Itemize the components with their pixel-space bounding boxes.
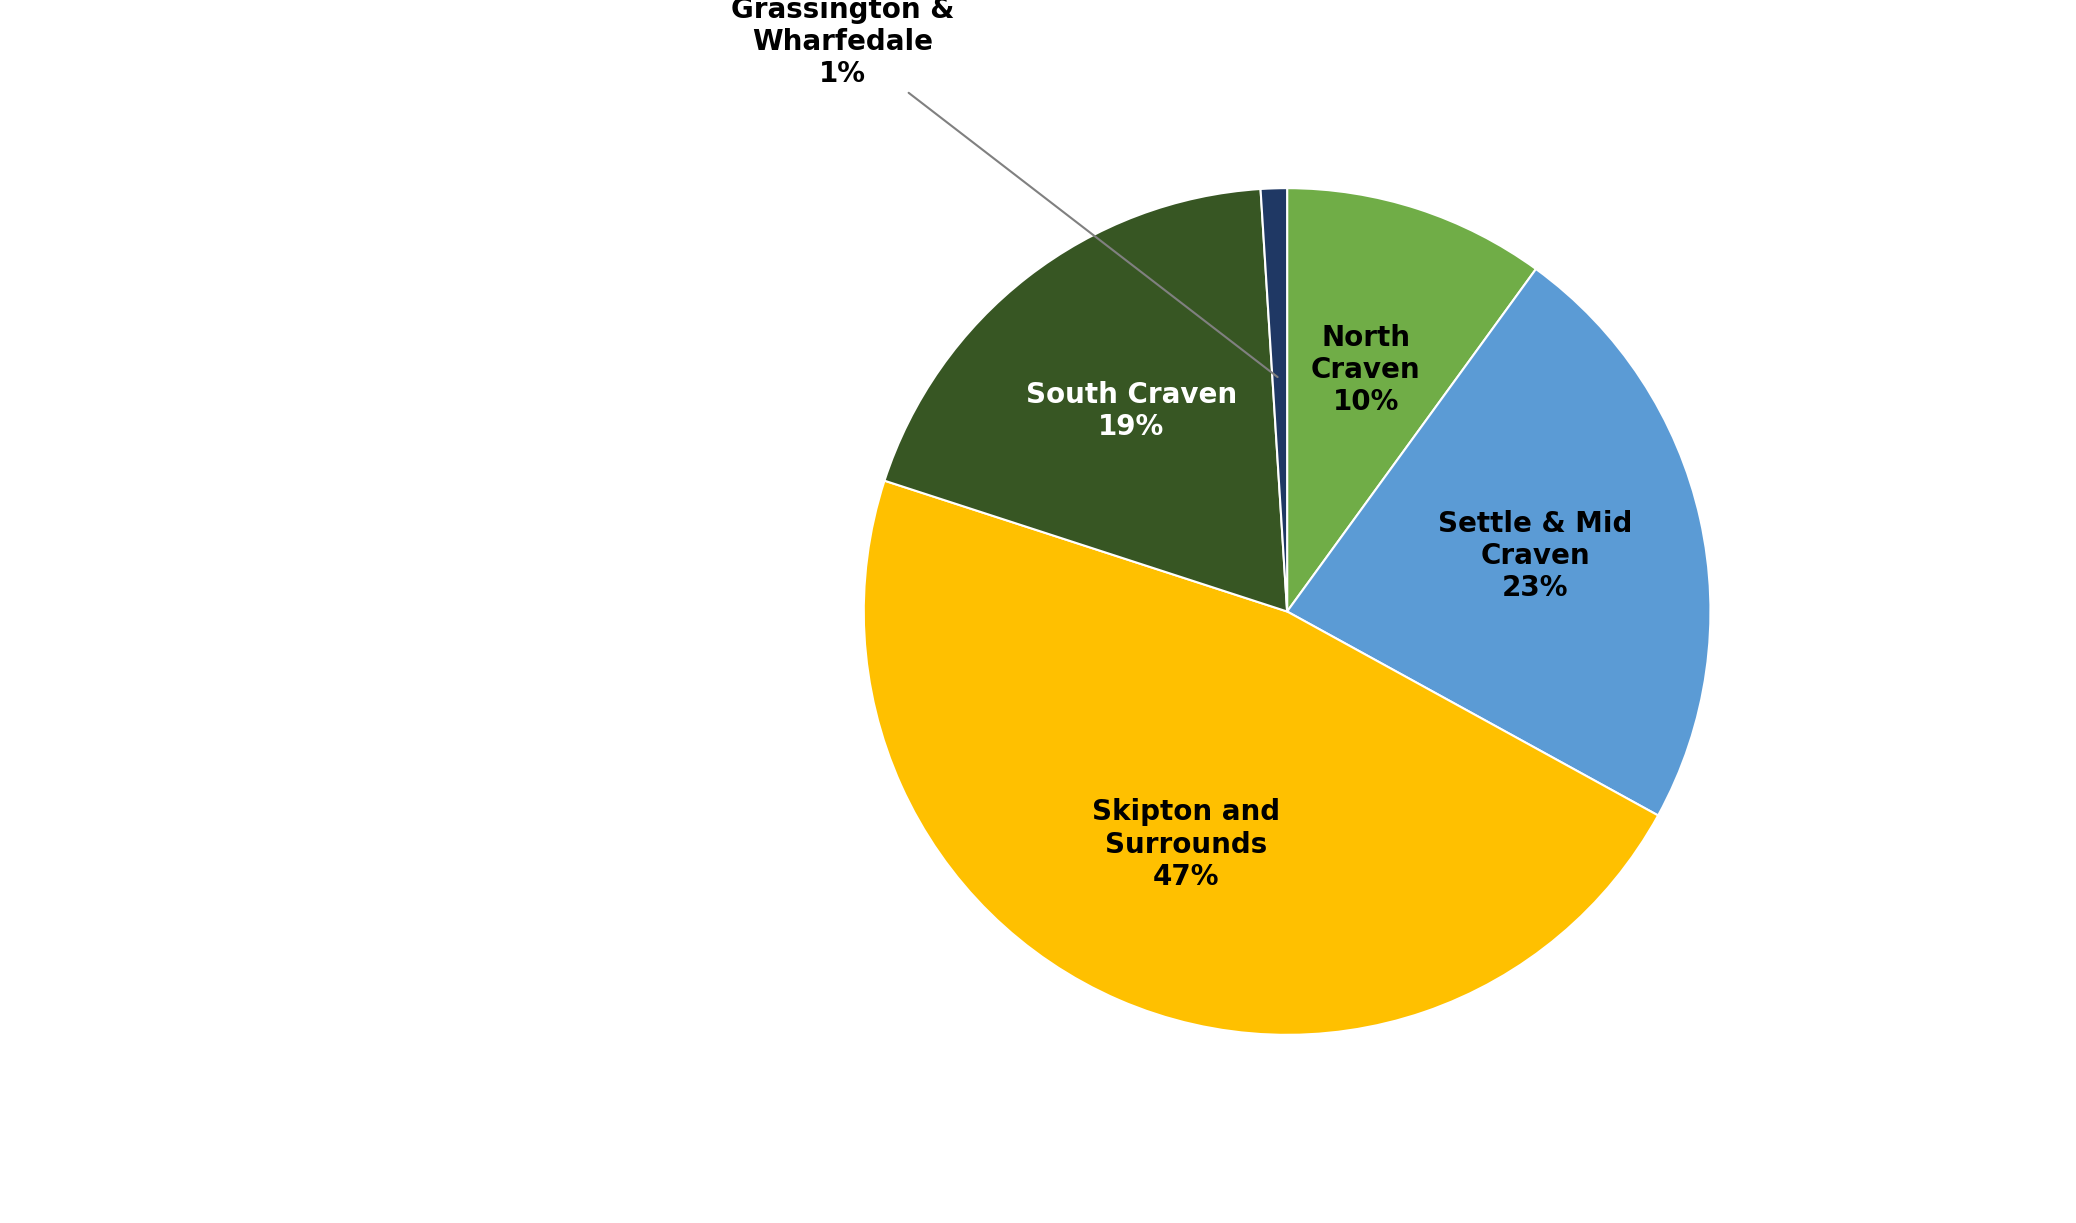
Text: Grassington &
Wharfedale
1%: Grassington & Wharfedale 1% — [731, 0, 1277, 377]
Text: South Craven
19%: South Craven 19% — [1026, 380, 1237, 442]
Wedge shape — [864, 481, 1659, 1035]
Text: Skipton and
Surrounds
47%: Skipton and Surrounds 47% — [1092, 799, 1281, 892]
Wedge shape — [884, 190, 1287, 612]
Wedge shape — [1287, 188, 1536, 612]
Wedge shape — [1287, 269, 1711, 816]
Text: North
Craven
10%: North Craven 10% — [1310, 324, 1420, 416]
Wedge shape — [1260, 188, 1287, 612]
Text: Settle & Mid
Craven
23%: Settle & Mid Craven 23% — [1439, 510, 1632, 603]
